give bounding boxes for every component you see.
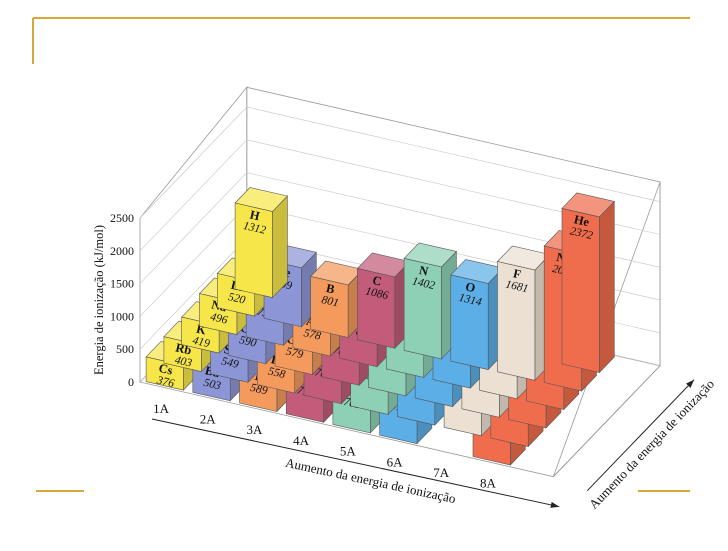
element-symbol: Cs: [157, 361, 174, 378]
group-label: 6A: [387, 454, 404, 469]
element-symbol: C: [371, 273, 383, 289]
element-value: 1086: [364, 285, 389, 302]
y-axis-label: Energia de ionização (kJ/mol): [92, 225, 106, 375]
y-tick-label: 0: [128, 375, 134, 389]
bar-side: [599, 200, 615, 374]
gridline: [139, 172, 661, 284]
element-value: 558: [267, 366, 287, 382]
y-tick-label: 1000: [110, 309, 134, 323]
bar-front: [357, 268, 396, 349]
y-tick-label: 500: [116, 342, 134, 356]
element-symbol: F: [512, 266, 523, 281]
element-value: 578: [303, 327, 323, 343]
bar-front: [234, 202, 273, 298]
element-value: 419: [191, 335, 211, 351]
group-label: 3A: [246, 422, 263, 437]
x-axis-label: Aumento da energia de ionização: [284, 455, 457, 506]
element-value: 503: [202, 377, 222, 393]
group-label: 8A: [480, 476, 497, 491]
y-tick-label: 2500: [110, 211, 134, 225]
group-label: 5A: [340, 444, 357, 459]
element-value: 403: [174, 354, 194, 370]
gridline: [139, 139, 661, 252]
z-axis-arrowhead: [686, 379, 695, 388]
group-label: 2A: [200, 412, 217, 427]
element-value: 579: [285, 346, 305, 362]
gridline: [139, 106, 661, 219]
element-value: 801: [320, 294, 339, 310]
bars-layer: Cs376Ba503Tl589Pb716Bi703Po812Rn1037Rb40…: [145, 187, 615, 466]
element-value: 1681: [504, 278, 529, 295]
bar-front: [497, 261, 536, 381]
group-label: 1A: [153, 401, 170, 416]
element-value: 549: [220, 355, 240, 371]
group-label: 7A: [433, 465, 450, 480]
element-symbol: He: [573, 212, 591, 229]
bar-front: [403, 258, 442, 360]
element-value: 376: [155, 374, 176, 390]
element-value: 2372: [569, 225, 594, 242]
element-value: 1402: [411, 275, 436, 292]
bar-front: [310, 276, 349, 338]
element-value: 520: [227, 291, 247, 307]
element-value: 1314: [458, 292, 483, 309]
element-value: 496: [209, 311, 229, 327]
slide-decoration: [32, 17, 690, 492]
element-symbol: N: [418, 263, 430, 279]
y-tick-label: 2000: [110, 244, 134, 258]
element-value: 1312: [242, 220, 267, 237]
y-tick-label: 1500: [110, 277, 134, 291]
z-axis-arrow: [586, 379, 695, 492]
x-axis-arrowhead: [550, 501, 560, 508]
element-symbol: O: [464, 279, 477, 295]
group-label: 4A: [293, 433, 310, 448]
bar-front: [450, 274, 489, 370]
bar-side: [272, 195, 288, 299]
x-axis-arrow: [151, 418, 560, 508]
bar-front: [561, 208, 600, 373]
element-symbol: B: [325, 281, 336, 297]
element-symbol: H: [248, 207, 261, 223]
